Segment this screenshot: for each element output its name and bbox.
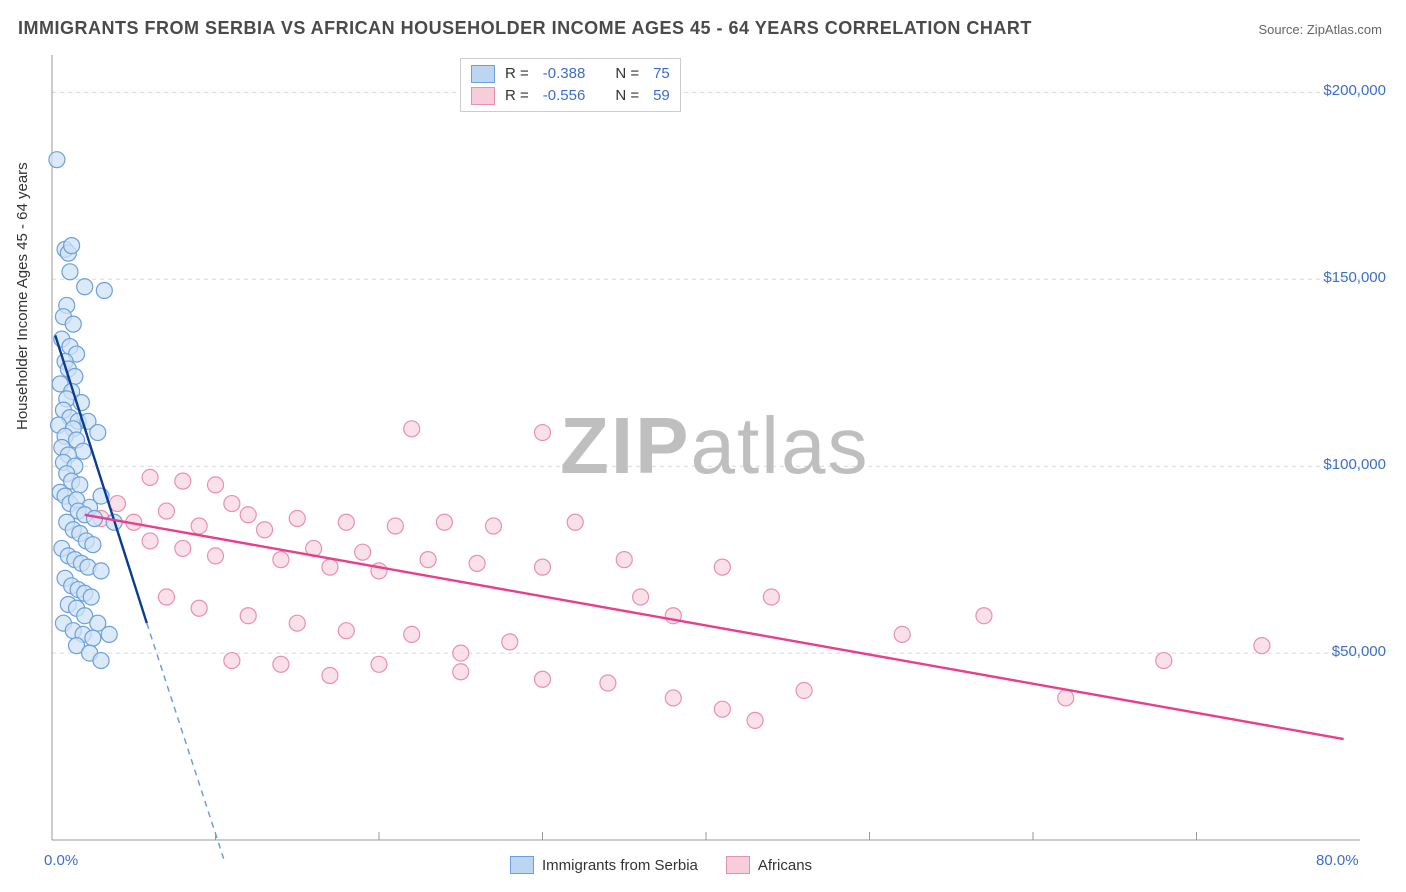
legend-item-serbia: Immigrants from Serbia [510,856,698,874]
r-label: R = [505,63,529,85]
correlation-legend: R = -0.388 N = 75 R = -0.556 N = 59 [460,58,681,112]
scatter-plot-svg [0,0,1406,892]
x-max-label: 80.0% [1316,852,1359,869]
n-value-serbia: 75 [653,63,670,85]
n-label: N = [615,63,639,85]
legend-swatch-africans [726,856,750,874]
legend-row-serbia: R = -0.388 N = 75 [471,63,670,85]
x-min-label: 0.0% [44,852,78,869]
swatch-serbia [471,65,495,83]
n-label: N = [615,85,639,107]
series-legend: Immigrants from Serbia Africans [510,856,812,874]
legend-swatch-serbia [510,856,534,874]
legend-item-africans: Africans [726,856,812,874]
chart-container: IMMIGRANTS FROM SERBIA VS AFRICAN HOUSEH… [0,0,1406,892]
r-value-africans: -0.556 [543,85,586,107]
legend-row-africans: R = -0.556 N = 59 [471,85,670,107]
legend-label-africans: Africans [758,857,812,874]
y-tick-label: $150,000 [1323,269,1386,286]
y-tick-label: $50,000 [1332,643,1386,660]
legend-label-serbia: Immigrants from Serbia [542,857,698,874]
y-tick-label: $200,000 [1323,82,1386,99]
r-value-serbia: -0.388 [543,63,586,85]
r-label: R = [505,85,529,107]
swatch-africans [471,87,495,105]
y-tick-label: $100,000 [1323,456,1386,473]
n-value-africans: 59 [653,85,670,107]
